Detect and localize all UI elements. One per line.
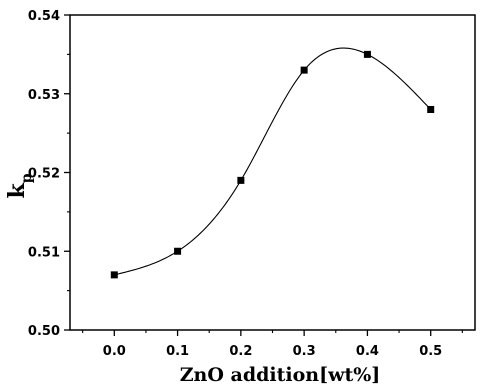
data-point [427,106,435,113]
data-points [110,50,435,279]
x-tick-label: 0.5 [419,344,442,359]
plot-frame [69,14,476,331]
x-tick-label: 0.0 [103,344,126,359]
fit-curve-layer [114,47,432,276]
tick-labels: 0.0 0.1 0.2 0.3 0.4 0.5 0.50 0.51 0.52 0.53 0.54 [28,9,442,359]
data-point [300,66,308,74]
axes [64,14,476,336]
data-point [110,271,118,279]
y-axis-label-main: kp [4,173,35,198]
y-axis-label: kp [4,173,35,198]
x-axis-label: ZnO addition[wt%] [180,364,381,386]
y-tick-label: 0.50 [28,324,60,339]
x-tick-label: 0.4 [356,344,379,359]
x-tick-label: 0.3 [293,344,316,359]
y-tick-label: 0.51 [28,245,60,260]
y-tick-label: 0.54 [28,9,60,24]
y-tick-label: 0.53 [28,88,60,103]
fit-curve [114,47,432,276]
x-tick-label: 0.2 [229,344,252,359]
data-point [363,50,371,58]
data-point [237,176,245,184]
y-tick-label: 0.52 [28,167,60,182]
data-point [174,247,182,255]
x-tick-label: 0.1 [166,344,189,359]
